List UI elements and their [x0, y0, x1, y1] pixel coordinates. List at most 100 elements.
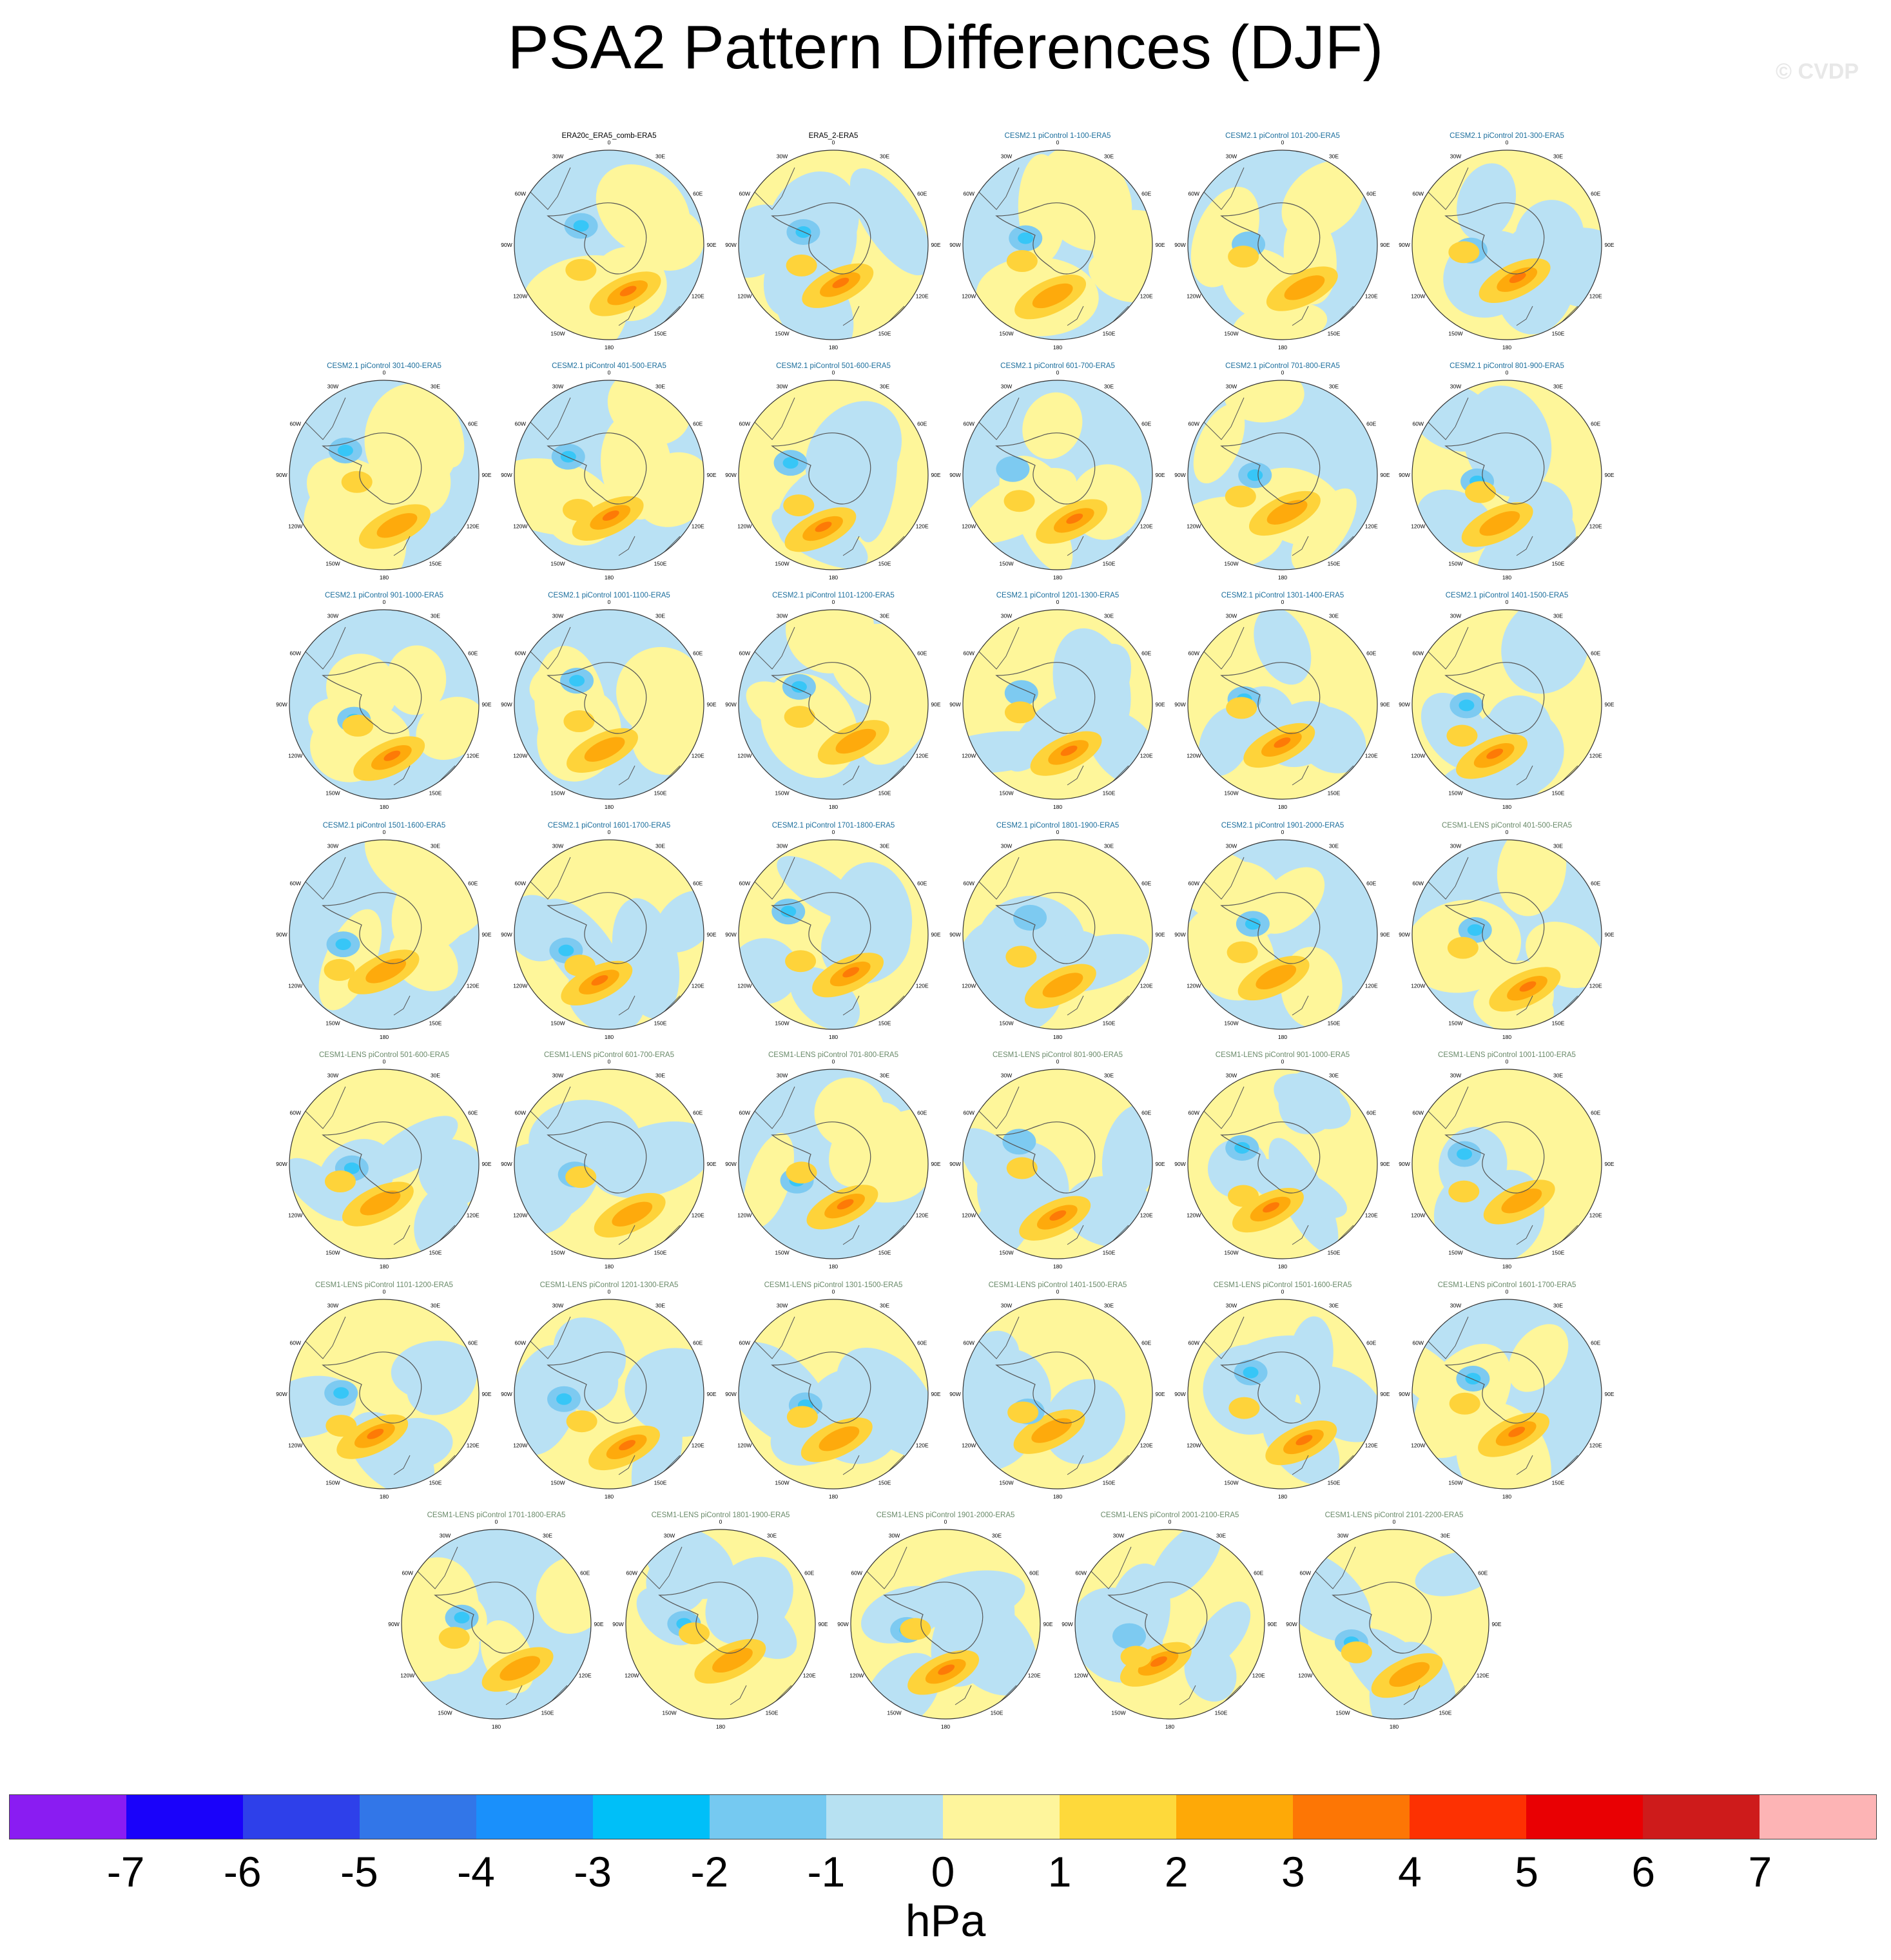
longitude-label: 0 [608, 1288, 611, 1295]
longitude-label: 90W [1399, 1161, 1410, 1167]
longitude-label: 90E [931, 1391, 940, 1397]
longitude-label: 120W [1411, 293, 1425, 300]
longitude-label: 0 [1281, 829, 1285, 835]
longitude-label: 120E [1589, 523, 1602, 530]
longitude-label: 0 [383, 1058, 386, 1065]
longitude-label: 60E [1591, 650, 1600, 657]
colorbar-tick-label: -3 [574, 1848, 612, 1896]
longitude-label: 90E [481, 931, 491, 938]
pressure-field [1412, 380, 1602, 570]
colorbar-box [1293, 1795, 1410, 1839]
longitude-label: 120E [1140, 753, 1153, 759]
longitude-label: 0 [1506, 599, 1509, 605]
longitude-label: 90E [481, 701, 491, 708]
longitude-label: 60W [1076, 1570, 1087, 1577]
longitude-label: 60E [468, 1340, 478, 1346]
longitude-label: 90W [1174, 1391, 1185, 1397]
colorbar-box [126, 1795, 243, 1839]
longitude-label: 90W [501, 1391, 512, 1397]
longitude-label: 60E [1366, 1340, 1376, 1346]
longitude-label: 120E [467, 983, 480, 989]
longitude-label: 30W [777, 1302, 788, 1308]
longitude-label: 180 [1278, 344, 1287, 351]
map-border [289, 839, 480, 1030]
panel-title: CESM2.1 piControl 1001-1100-ERA5 [548, 592, 670, 599]
longitude-label: 60E [917, 650, 927, 657]
longitude-label: 30E [1104, 1072, 1114, 1078]
map-border [401, 1529, 592, 1720]
longitude-label: 180 [1502, 574, 1511, 581]
longitude-label: 90E [481, 472, 491, 478]
longitude-label: 150W [999, 1480, 1013, 1486]
longitude-label: 30W [552, 1072, 563, 1078]
panel-title: CESM1-LENS piControl 401-500-ERA5 [1442, 822, 1572, 830]
longitude-label: 150E [429, 790, 442, 797]
longitude-label: 90W [1399, 1391, 1410, 1397]
longitude-label: 120E [916, 293, 929, 300]
longitude-label: 150W [1448, 331, 1462, 337]
panel-title: CESM1-LENS piControl 1901-2000-ERA5 [877, 1511, 1015, 1519]
longitude-label: 0 [832, 369, 835, 376]
map-border [625, 1529, 816, 1720]
panel-title: CESM2.1 piControl 1801-1900-ERA5 [996, 822, 1120, 830]
panel-title: CESM1-LENS piControl 1701-1800-ERA5 [427, 1511, 566, 1519]
map-border [514, 380, 704, 570]
longitude-label: 180 [1390, 1723, 1399, 1730]
colorbar-box [1526, 1795, 1643, 1839]
pressure-field [289, 610, 479, 799]
longitude-label: 180 [829, 344, 838, 351]
longitude-label: 30E [431, 842, 440, 849]
longitude-label: 0 [1281, 1058, 1285, 1065]
map-border [1411, 380, 1602, 570]
longitude-label: 180 [380, 1263, 389, 1270]
longitude-label: 30W [1450, 1302, 1461, 1308]
longitude-label: 90E [931, 931, 940, 938]
map-border [289, 1069, 480, 1259]
antarctica-coastline [322, 1121, 422, 1194]
map-border [1187, 380, 1378, 570]
longitude-label: 180 [1278, 574, 1287, 581]
longitude-label: 150E [654, 1480, 667, 1486]
longitude-label: 30W [1001, 1302, 1012, 1308]
colorbar-tick-label: -7 [106, 1848, 145, 1896]
longitude-label: 150W [1111, 1710, 1125, 1716]
longitude-label: 0 [1056, 369, 1060, 376]
longitude-label: 60W [964, 650, 975, 657]
panel-title: CESM2.1 piControl 101-200-ERA5 [1225, 132, 1340, 140]
longitude-label: 150W [662, 1710, 676, 1716]
longitude-label: 60W [739, 880, 750, 887]
panel-title: CESM2.1 piControl 1501-1600-ERA5 [323, 822, 446, 830]
pressure-field [963, 840, 1152, 1029]
longitude-label: 90W [501, 701, 512, 708]
longitude-label: 60E [1366, 421, 1376, 427]
longitude-label: 150W [999, 331, 1013, 337]
longitude-label: 150W [887, 1710, 901, 1716]
longitude-label: 120W [1411, 1442, 1425, 1449]
longitude-label: 60W [851, 1570, 862, 1577]
longitude-label: 60W [515, 1110, 526, 1116]
longitude-label: 120E [803, 1673, 816, 1679]
longitude-label: 30W [889, 1532, 900, 1538]
longitude-label: 180 [1502, 344, 1511, 351]
pressure-field [289, 380, 479, 570]
colorbar-box [1643, 1795, 1760, 1839]
longitude-label: 180 [605, 1034, 614, 1040]
longitude-label: 120E [1477, 1673, 1489, 1679]
longitude-label: 90E [481, 1161, 491, 1167]
longitude-label: 150E [878, 331, 891, 337]
map-border [1411, 150, 1602, 340]
map-border [962, 839, 1153, 1030]
longitude-label: 0 [1056, 599, 1060, 605]
longitude-label: 120E [1140, 293, 1153, 300]
colorbar-tick-label: -5 [340, 1848, 378, 1896]
longitude-label: 150E [878, 1250, 891, 1256]
longitude-label: 30E [431, 612, 440, 619]
longitude-label: 30E [880, 383, 889, 389]
longitude-label: 60E [693, 191, 703, 197]
longitude-label: 0 [383, 1288, 386, 1295]
longitude-label: 0 [1393, 1519, 1396, 1525]
